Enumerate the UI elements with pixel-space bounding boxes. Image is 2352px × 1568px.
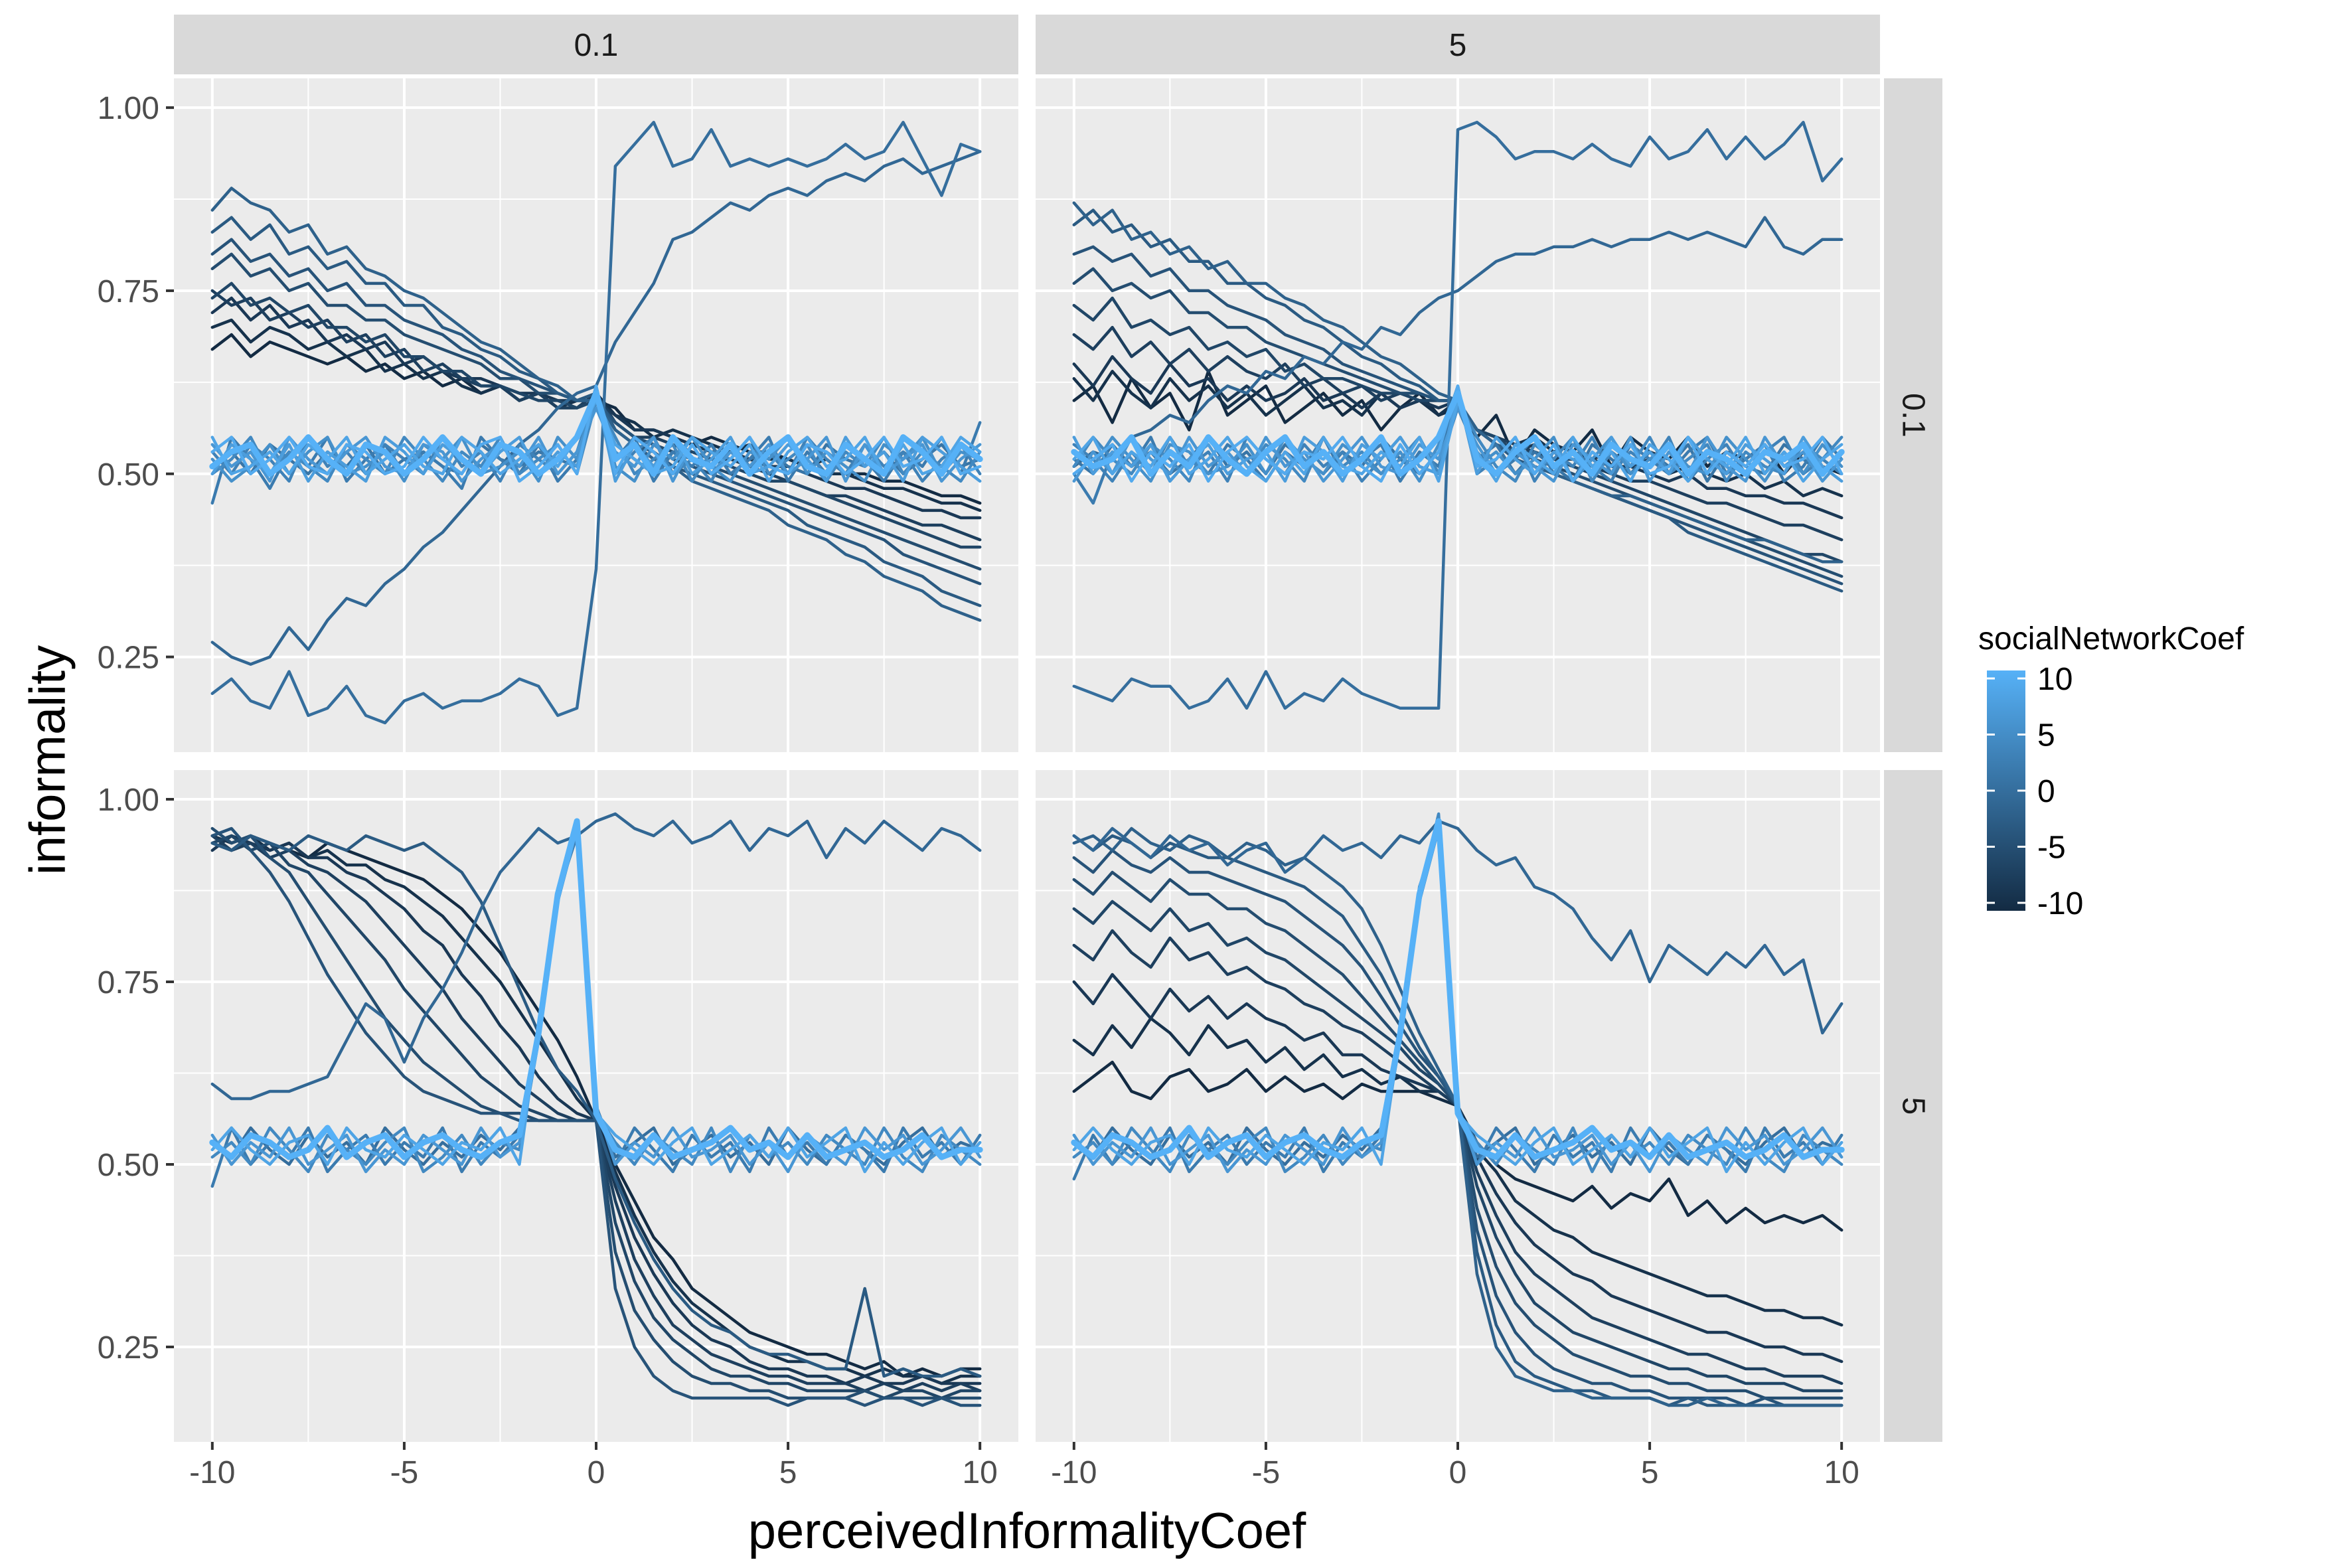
series-line-socialNetworkCoef-9	[210, 384, 982, 483]
color-legend: socialNetworkCoef 10 5 0 -5 -10	[1978, 621, 2244, 921]
series-line-socialNetworkCoef-6	[1072, 406, 1843, 483]
series-line-socialNetworkCoef-9	[1072, 384, 1843, 483]
row-strip-label: 5	[1896, 1097, 1931, 1115]
y-tick-label: 1.00	[98, 91, 159, 126]
series-line-socialNetworkCoef--1	[1072, 216, 1843, 468]
column-strip-label: 0.1	[574, 28, 619, 63]
column-strip-label: 5	[1449, 28, 1467, 63]
x-tick-label: 5	[1641, 1455, 1659, 1490]
legend-tick-label: 5	[2037, 718, 2055, 753]
row-strip	[1884, 770, 1942, 1442]
series-line-socialNetworkCoef--3	[210, 834, 982, 1378]
legend-tick-label: -10	[2037, 886, 2083, 921]
series-line-socialNetworkCoef-10	[1071, 390, 1845, 477]
x-tick-label: 10	[1824, 1455, 1859, 1490]
y-tick-label: 0.75	[98, 965, 159, 1000]
row-strip-label: 0.1	[1896, 393, 1931, 437]
x-axis-title: perceivedInformalityCoef	[748, 1503, 1306, 1559]
y-tick-label: 1.00	[98, 783, 159, 818]
legend-tick-label: 0	[2037, 774, 2055, 809]
series-line-socialNetworkCoef-10	[1071, 818, 1845, 1160]
x-tick-label: -5	[1252, 1455, 1281, 1490]
panel-col-5-row-0.1	[1036, 78, 1880, 752]
series-line-socialNetworkCoef--1	[1072, 819, 1843, 1035]
x-tick-label: -10	[1051, 1455, 1097, 1490]
legend-ticks: 10 5 0 -5 -10	[1987, 662, 2083, 921]
x-tick-label: 10	[962, 1455, 997, 1490]
y-tick-label: 0.50	[98, 1148, 159, 1183]
axis-ticks: -10 -5 0 5 10 -10 -5 0 5 10 0.25 0.50 0.75 1.00 0.25 0.…	[98, 91, 1859, 1490]
panel-col-0.1-row-0.1	[174, 78, 1018, 752]
y-tick-label: 0.50	[98, 457, 159, 493]
facet-strips: 0.1 5 0.1 5	[174, 15, 1942, 1442]
x-tick-label: 0	[1449, 1455, 1467, 1490]
x-tick-label: 5	[779, 1455, 797, 1490]
series-line-socialNetworkCoef-0	[210, 120, 982, 725]
legend-tick-label: -5	[2037, 830, 2066, 866]
legend-title: socialNetworkCoef	[1978, 621, 2244, 657]
y-tick-label: 0.75	[98, 274, 159, 309]
x-tick-label: -10	[189, 1455, 235, 1490]
series-line-socialNetworkCoef-0	[1072, 120, 1843, 710]
series-line-socialNetworkCoef-10	[209, 818, 983, 1160]
series-line-socialNetworkCoef-10	[209, 390, 983, 477]
column-strip	[174, 15, 1018, 74]
y-axis-title: informality	[20, 645, 76, 875]
x-tick-label: -5	[390, 1455, 419, 1490]
x-tick-label: 0	[588, 1455, 605, 1490]
row-strip	[1884, 78, 1942, 752]
panel-col-0.1-row-5	[174, 770, 1018, 1442]
series-line-socialNetworkCoef--1	[210, 812, 982, 1101]
column-strip	[1036, 15, 1880, 74]
panel-col-5-row-5	[1036, 770, 1880, 1442]
y-tick-label: 0.25	[98, 1330, 159, 1366]
y-tick-label: 0.25	[98, 641, 159, 676]
panels-layer	[174, 78, 1880, 1442]
legend-tick-label: 10	[2037, 662, 2073, 697]
